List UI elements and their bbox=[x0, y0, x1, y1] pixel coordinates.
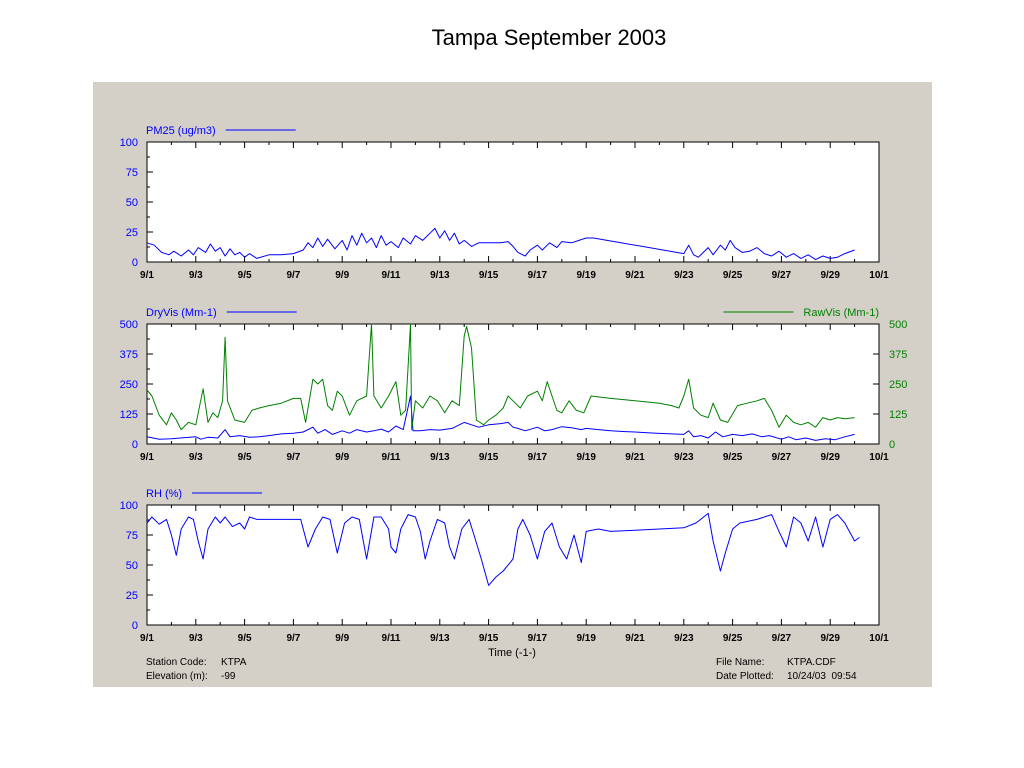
x-tick-label: 9/27 bbox=[772, 633, 792, 644]
x-tick-label: 9/3 bbox=[189, 633, 203, 644]
y2-tick-label: 250 bbox=[889, 379, 907, 391]
legend-label: RH (%) bbox=[146, 488, 182, 500]
x-tick-label: 9/17 bbox=[528, 452, 548, 463]
x-tick-label: 9/1 bbox=[140, 452, 154, 463]
x-tick-label: 9/9 bbox=[335, 270, 349, 281]
file-name-label: File Name: bbox=[716, 657, 765, 668]
x-tick-label: 9/7 bbox=[286, 633, 300, 644]
elevation-value: -99 bbox=[221, 671, 236, 682]
chart-visibility: 9/1 9/3 9/5 9/7 9/9 9/11 9/13 9/15 9/17 9/19 9/21 9… bbox=[120, 307, 908, 463]
x-tick-label: 9/7 bbox=[286, 270, 300, 281]
y-tick-label: 50 bbox=[126, 560, 138, 572]
x-tick-label: 9/13 bbox=[430, 633, 450, 644]
plot-area-visibility bbox=[146, 323, 880, 445]
series-line-visibility-0 bbox=[146, 395, 855, 441]
y-tick-label: 0 bbox=[132, 620, 138, 632]
x-tick-label: 9/21 bbox=[625, 452, 645, 463]
y-tick-label: 0 bbox=[132, 439, 138, 451]
chart-rh: 9/1 9/3 9/5 9/7 9/9 9/11 9/13 9/15 9/17 9/19 9/21 9… bbox=[120, 488, 890, 644]
x-tick-label: 9/9 bbox=[335, 452, 349, 463]
y-tick-label: 125 bbox=[120, 409, 138, 421]
x-tick-label: 9/23 bbox=[674, 633, 694, 644]
legend-label: PM25 (ug/m3) bbox=[146, 125, 216, 137]
x-tick-label: 9/17 bbox=[528, 270, 548, 281]
elevation-label: Elevation (m): bbox=[146, 671, 208, 682]
x-tick-label: 9/3 bbox=[189, 270, 203, 281]
x-tick-label: 9/1 bbox=[140, 633, 154, 644]
x-tick-label: 10/1 bbox=[869, 633, 889, 644]
date-plotted-label: Date Plotted: bbox=[716, 671, 774, 682]
station-code-label: Station Code: bbox=[146, 657, 207, 668]
y2-tick-label: 125 bbox=[889, 409, 907, 421]
x-tick-label: 9/29 bbox=[820, 452, 840, 463]
x-tick-label: 9/15 bbox=[479, 633, 499, 644]
slide-title: Tampa September 2003 bbox=[431, 25, 667, 50]
x-tick-label: 9/11 bbox=[382, 270, 401, 281]
chart-svg: 9/1 9/3 9/5 9/7 9/9 9/11 9/13 9/15 9/17 9/19 9/21 9… bbox=[120, 125, 908, 644]
station-code-value: KTPA bbox=[221, 657, 247, 668]
x-tick-label: 10/1 bbox=[869, 452, 889, 463]
y-tick-label: 25 bbox=[126, 227, 138, 239]
x-tick-label: 9/19 bbox=[576, 633, 596, 644]
x-tick-label: 9/25 bbox=[723, 270, 743, 281]
x-tick-label: 9/23 bbox=[674, 452, 694, 463]
y-tick-label: 500 bbox=[120, 319, 138, 331]
x-tick-label: 9/21 bbox=[625, 270, 645, 281]
y-tick-label: 0 bbox=[132, 257, 138, 269]
x-tick-label: 9/29 bbox=[820, 633, 840, 644]
x-tick-label: 9/5 bbox=[238, 270, 252, 281]
y-tick-label: 100 bbox=[120, 500, 138, 512]
x-tick-label: 9/25 bbox=[723, 633, 743, 644]
x-tick-label: 9/15 bbox=[479, 452, 499, 463]
x-tick-label: 9/15 bbox=[479, 270, 499, 281]
x-tick-label: 9/13 bbox=[430, 270, 450, 281]
x-tick-label: 9/19 bbox=[576, 270, 596, 281]
plot-area-rh bbox=[146, 504, 880, 626]
chart-panel: 9/1 9/3 9/5 9/7 9/9 9/11 9/13 9/15 9/17 9/19 9/21 9… bbox=[93, 82, 932, 687]
x-tick-label: 9/9 bbox=[335, 633, 349, 644]
x-tick-label: 9/13 bbox=[430, 452, 450, 463]
chart-pm25: 9/1 9/3 9/5 9/7 9/9 9/11 9/13 9/15 9/17 9/19 9/21 9… bbox=[120, 125, 890, 281]
x-tick-label: 9/7 bbox=[286, 452, 300, 463]
y-tick-label: 250 bbox=[120, 379, 138, 391]
y2-tick-label: 500 bbox=[889, 319, 907, 331]
x-tick-label: 9/27 bbox=[772, 452, 792, 463]
x-tick-label: 9/1 bbox=[140, 270, 154, 281]
y-tick-label: 100 bbox=[120, 137, 138, 149]
y-tick-label: 50 bbox=[126, 197, 138, 209]
x-tick-label: 9/19 bbox=[576, 452, 596, 463]
x-tick-label: 9/27 bbox=[772, 270, 792, 281]
plot-area-pm25 bbox=[146, 141, 880, 263]
y-tick-label: 75 bbox=[126, 167, 138, 179]
y-tick-label: 75 bbox=[126, 530, 138, 542]
x-tick-label: 9/17 bbox=[528, 633, 548, 644]
series-line-rh-0 bbox=[146, 512, 860, 586]
x-tick-label: 9/11 bbox=[382, 452, 401, 463]
x-tick-label: 9/5 bbox=[238, 633, 252, 644]
x-tick-label: 9/23 bbox=[674, 270, 694, 281]
series-line-visibility-1 bbox=[146, 323, 855, 431]
x-axis-title: Time (-1-) bbox=[488, 647, 536, 659]
y-tick-label: 25 bbox=[126, 590, 138, 602]
legend-label: RawVis (Mm-1) bbox=[803, 307, 879, 319]
y2-tick-label: 0 bbox=[889, 439, 895, 451]
x-tick-label: 9/21 bbox=[625, 633, 645, 644]
x-tick-label: 9/11 bbox=[382, 633, 401, 644]
y-tick-label: 375 bbox=[120, 349, 138, 361]
x-tick-label: 9/25 bbox=[723, 452, 743, 463]
series-line-pm25-0 bbox=[146, 227, 855, 261]
x-tick-label: 10/1 bbox=[869, 270, 889, 281]
x-tick-label: 9/3 bbox=[189, 452, 203, 463]
y2-tick-label: 375 bbox=[889, 349, 907, 361]
file-name-value: KTPA.CDF bbox=[787, 657, 836, 668]
x-tick-label: 9/5 bbox=[238, 452, 252, 463]
x-tick-label: 9/29 bbox=[820, 270, 840, 281]
legend-label: DryVis (Mm-1) bbox=[146, 307, 217, 319]
date-plotted-value: 10/24/03 09:54 bbox=[787, 671, 857, 682]
